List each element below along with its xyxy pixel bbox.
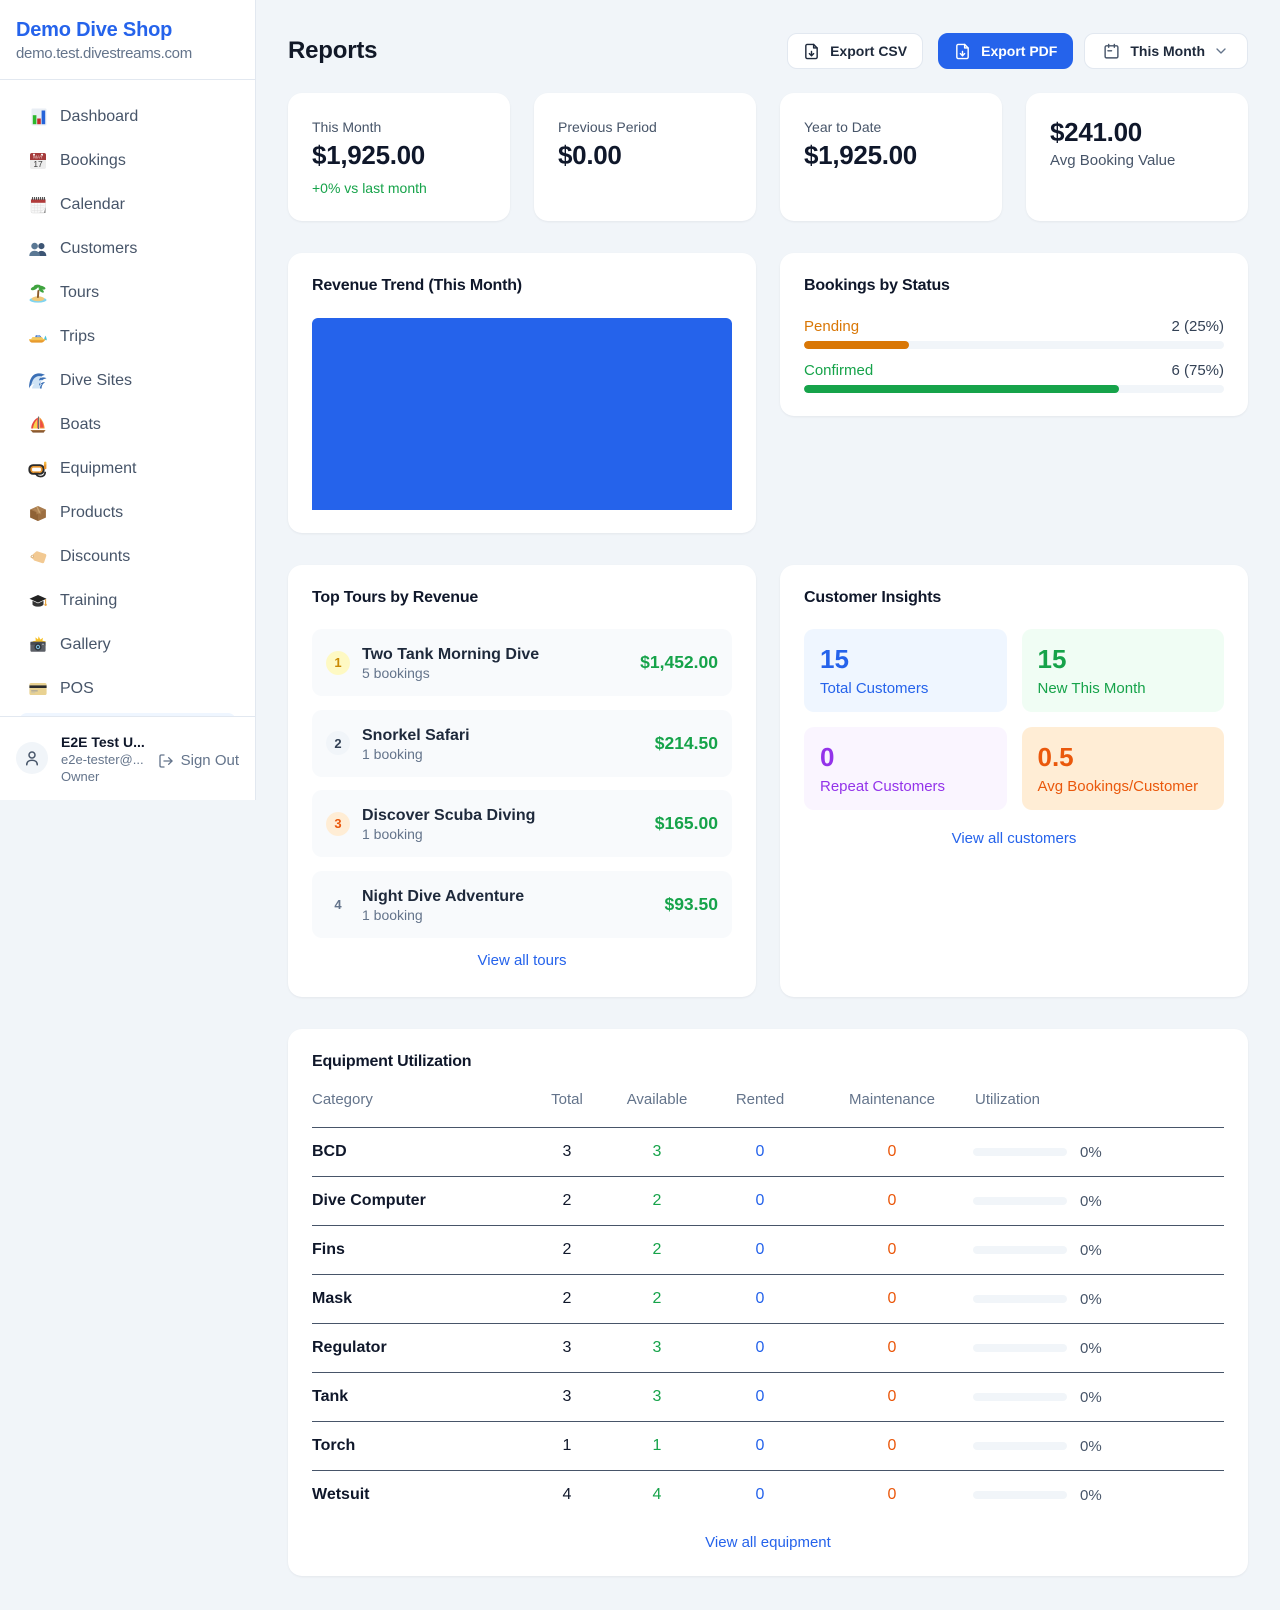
svg-text:MAY: MAY: [33, 155, 42, 160]
svg-text:17: 17: [33, 159, 43, 169]
